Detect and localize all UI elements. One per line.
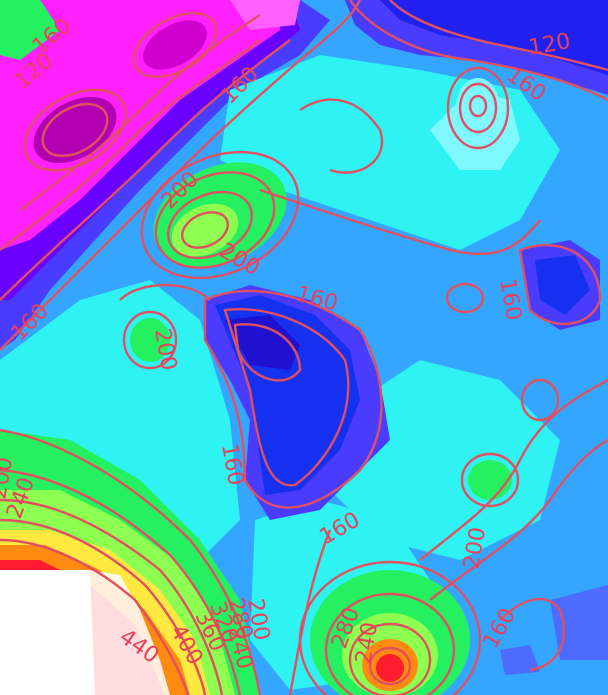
purple-ridge-region bbox=[0, 0, 330, 350]
no-data-corner bbox=[0, 570, 95, 695]
no-data-edge bbox=[90, 570, 170, 695]
central-blue-basin bbox=[205, 285, 390, 520]
right-blue-basin bbox=[500, 240, 608, 675]
